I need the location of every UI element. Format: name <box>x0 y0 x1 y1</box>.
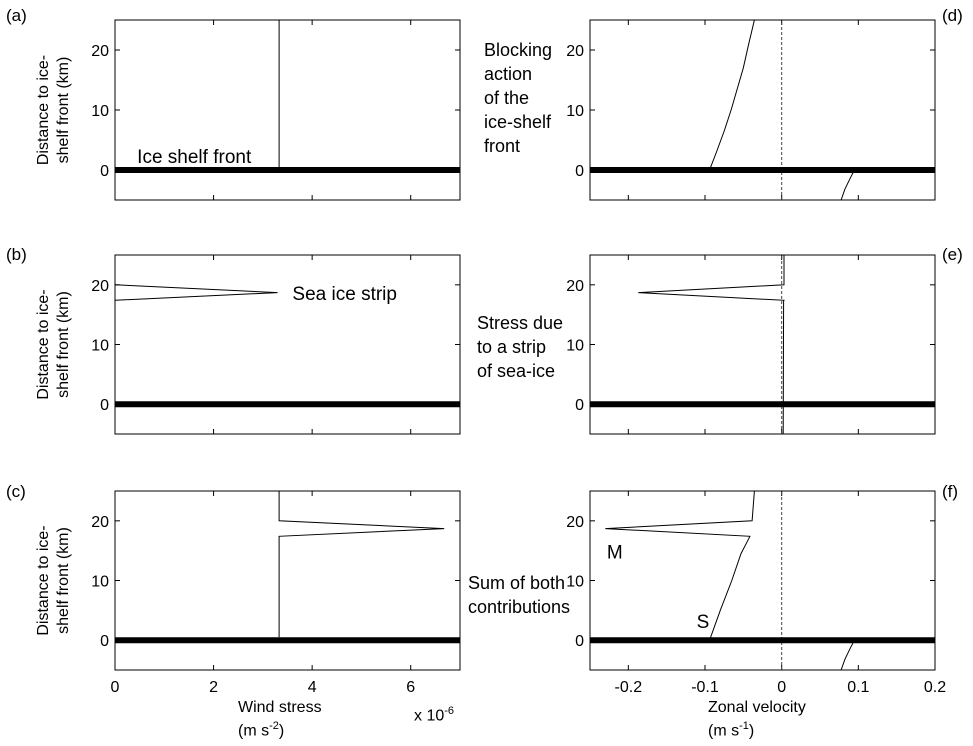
y-tick-label: 0 <box>575 397 584 414</box>
description-line: Blocking <box>484 40 553 60</box>
y-axis-label-line: Distance to ice- <box>35 525 52 635</box>
series-line <box>605 490 755 640</box>
units-exponent: -2 <box>269 720 279 732</box>
y-axis-label: Distance to ice-shelf front (km) <box>35 55 72 165</box>
units-close: ) <box>278 722 285 740</box>
series-line <box>840 169 855 201</box>
y-tick-label: 0 <box>100 163 109 180</box>
y-axis-label-line: shelf front (km) <box>55 527 72 634</box>
description-line: to a strip <box>477 337 547 357</box>
description-line: Stress due <box>477 313 564 333</box>
y-tick-label: 20 <box>91 514 109 531</box>
left-xlabel-units: (m s-2) <box>238 717 322 740</box>
panel-label-b: (b) <box>6 245 27 264</box>
scale-exponent: -6 <box>444 705 455 717</box>
x-tick-label: 0 <box>111 679 120 696</box>
y-tick-label: 10 <box>566 338 584 355</box>
panel-label-c: (c) <box>6 482 26 501</box>
description-line: contributions <box>468 597 571 617</box>
y-tick-label: 0 <box>100 633 109 650</box>
y-axis-label-line: Distance to ice- <box>35 55 52 165</box>
x-tick-label: 0.1 <box>847 679 869 696</box>
y-axis-label: Distance to ice-shelf front (km) <box>35 289 72 399</box>
description-line: ice-shelf <box>484 112 552 132</box>
panel-label-a: (a) <box>6 6 27 25</box>
y-tick-label: 20 <box>566 43 584 60</box>
series-line <box>840 639 855 671</box>
description-line: of the <box>484 88 530 108</box>
annotation-label: Ice shelf front <box>137 147 252 168</box>
description-blocking: Blocking action of the ice-shelf front <box>484 38 552 158</box>
series-line <box>638 255 785 435</box>
y-tick-label: 0 <box>100 397 109 414</box>
series-line <box>709 19 755 169</box>
series-line <box>114 284 278 301</box>
description-line: Sum of both <box>468 573 566 593</box>
x-tick-label: 6 <box>406 679 415 696</box>
scale-text: x 10 <box>414 707 445 725</box>
y-tick-label: 10 <box>566 574 584 591</box>
description-sum: Sum of both contributions <box>468 571 570 619</box>
description-stress: Stress due to a strip of sea-ice <box>477 311 563 383</box>
y-axis-label-line: Distance to ice- <box>35 289 52 399</box>
units-text: (m s <box>708 722 740 740</box>
right-xlabel: Zonal velocity (m s-1) <box>708 699 806 740</box>
y-axis-label-line: shelf front (km) <box>55 291 72 398</box>
description-line: front <box>484 136 521 156</box>
x-tick-label: 4 <box>308 679 317 696</box>
units-text: (m s <box>238 722 270 740</box>
left-xlabel-line1: Wind stress <box>238 699 322 716</box>
x-tick-label: -0.1 <box>691 679 719 696</box>
right-xlabel-units: (m s-1) <box>708 717 806 740</box>
x-tick-label: -0.2 <box>615 679 643 696</box>
left-xlabel: Wind stress (m s-2) <box>238 699 322 740</box>
x-tick-label: 2 <box>209 679 218 696</box>
annotation-label: M <box>607 542 623 563</box>
x-tick-label: 0.2 <box>924 679 946 696</box>
y-tick-label: 10 <box>91 103 109 120</box>
x-tick-label: 0 <box>777 679 786 696</box>
y-tick-label: 20 <box>566 514 584 531</box>
y-tick-label: 20 <box>91 278 109 295</box>
y-tick-label: 20 <box>566 278 584 295</box>
annotation-label: S <box>697 612 710 633</box>
y-tick-label: 10 <box>566 103 584 120</box>
y-tick-label: 10 <box>91 574 109 591</box>
y-axis-label: Distance to ice-shelf front (km) <box>35 525 72 635</box>
right-xlabel-line1: Zonal velocity <box>708 699 806 716</box>
panel-label-e: (e) <box>942 245 963 264</box>
y-tick-label: 0 <box>575 163 584 180</box>
units-close: ) <box>748 722 755 740</box>
y-tick-label: 20 <box>91 43 109 60</box>
y-tick-label: 10 <box>91 338 109 355</box>
panel-label-f: (f) <box>942 482 959 501</box>
units-exponent: -1 <box>739 720 749 732</box>
y-axis-label-line: shelf front (km) <box>55 57 72 164</box>
annotation-label: Sea ice strip <box>292 284 397 305</box>
panel-label-d: (d) <box>942 6 963 25</box>
scale-factor: x 10-6 <box>414 702 454 725</box>
description-line: action <box>484 64 533 84</box>
series-line <box>278 491 445 638</box>
description-line: of sea-ice <box>477 361 556 381</box>
y-tick-label: 0 <box>575 633 584 650</box>
